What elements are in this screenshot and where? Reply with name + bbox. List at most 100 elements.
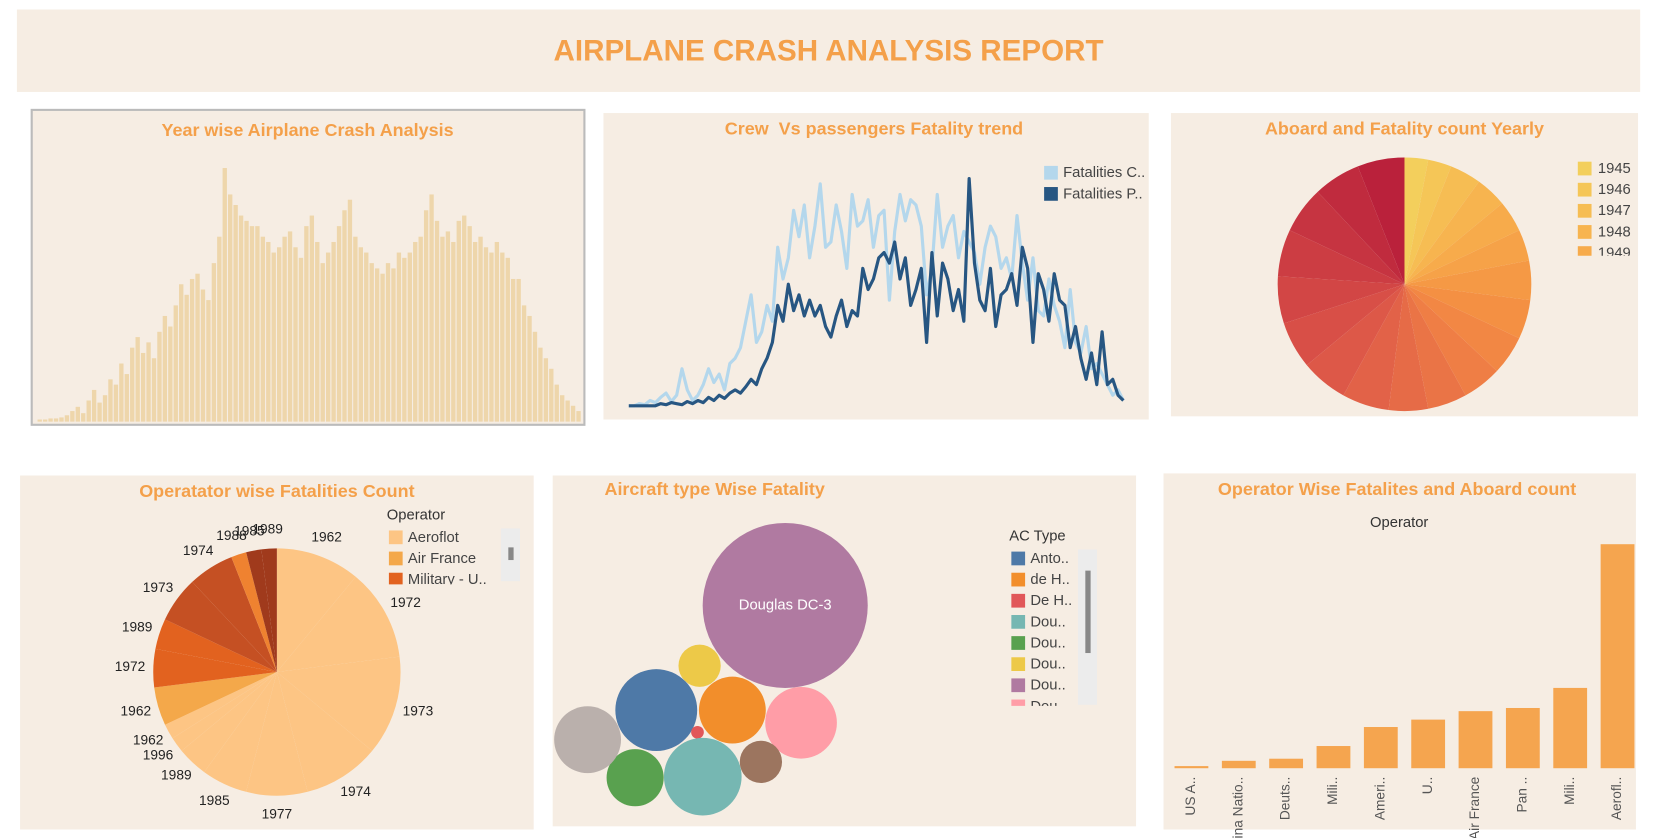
bar: [456, 220, 461, 422]
bar: [336, 226, 342, 422]
pie-slice: [1343, 284, 1405, 411]
bar: [500, 252, 505, 422]
bar: [516, 278, 521, 422]
pie-slice: [1277, 276, 1405, 324]
bar: [217, 236, 222, 422]
legend-label: 1947: [1598, 203, 1631, 219]
x-tick-label: Deuts..: [1278, 777, 1293, 820]
pie-slice: [1404, 284, 1497, 396]
legend-label: Anto..: [1030, 551, 1069, 567]
pie-slice: [1404, 157, 1429, 285]
bar: [483, 247, 489, 422]
legend-swatch: [1577, 182, 1592, 197]
pie-slice: [1306, 284, 1405, 396]
legend-swatch: [388, 572, 403, 585]
bubble: [678, 644, 721, 687]
slice-label: 1973: [403, 703, 434, 718]
slice-label: 1974: [183, 543, 214, 558]
pie-slice: [192, 557, 277, 673]
slice-label: 1972: [115, 659, 146, 674]
bar: [325, 252, 331, 422]
bar: [287, 231, 293, 422]
x-tick-label: Air France: [1467, 776, 1482, 838]
bar: [179, 284, 184, 422]
bar: [570, 405, 576, 422]
x-tick-label: Ameri..: [1372, 777, 1387, 820]
bar: [293, 247, 298, 422]
bar: [565, 400, 570, 422]
x-tick-label: China Natio..: [1230, 777, 1245, 838]
bar: [233, 204, 238, 422]
pie-slice: [204, 672, 277, 792]
slice-label: 1985: [234, 524, 265, 539]
bar: [271, 252, 276, 422]
bar: [478, 236, 483, 422]
x-tick-label: Mili..: [1325, 777, 1340, 805]
legend-label: Fatalities C..: [1063, 165, 1145, 181]
legend-swatch: [1011, 678, 1026, 693]
bar: [282, 236, 287, 422]
pie-slice: [1404, 284, 1520, 372]
bar: [429, 194, 434, 422]
legend-label: Military - U..: [408, 572, 487, 588]
bar: [380, 273, 385, 422]
slice-label: 1989: [161, 768, 192, 783]
legend-title: AC Type: [1009, 529, 1065, 545]
bar: [418, 236, 423, 422]
bar: [423, 210, 429, 422]
bar: [1505, 707, 1540, 769]
bar: [1363, 727, 1398, 769]
bar: [222, 168, 227, 422]
pie-slice: [1404, 166, 1480, 285]
bar: [42, 419, 48, 422]
bar: [1600, 544, 1635, 769]
legend-label: Dou..: [1030, 678, 1065, 694]
bar: [91, 389, 97, 422]
legend: 1945 1946 1947 1948 1949: [1577, 161, 1631, 262]
bar: [228, 194, 233, 422]
bar: [434, 220, 440, 422]
bar: [532, 331, 538, 422]
bar: [1553, 687, 1588, 769]
bar: [298, 257, 304, 422]
legend-label: Aeroflot: [408, 530, 459, 546]
legend-label: 1946: [1598, 182, 1631, 198]
legend-label: Dou..: [1030, 657, 1065, 673]
x-tick-label: Aerofl..: [1609, 777, 1624, 820]
bar: [48, 418, 53, 422]
legend-swatch: [1011, 572, 1026, 587]
bar: [342, 210, 347, 422]
legend-swatch: [1011, 593, 1026, 608]
legend-label: 1949: [1598, 246, 1631, 262]
legend-label: de H..: [1030, 572, 1069, 588]
bubble: [691, 725, 704, 739]
bar: [1316, 746, 1351, 769]
bar: [113, 384, 119, 422]
bubble-label: Douglas DC-3: [739, 597, 832, 613]
bar: [304, 226, 309, 422]
bar: [1411, 719, 1446, 769]
bar: [266, 241, 271, 422]
bar: [119, 363, 124, 422]
pie-slice: [172, 672, 277, 751]
bar: [374, 268, 380, 422]
legend-swatch: [1577, 225, 1592, 239]
bar: [249, 226, 255, 422]
legend-swatch: [1011, 636, 1026, 650]
legend-swatch: [1577, 161, 1592, 176]
pie-slice: [165, 581, 277, 673]
bar: [538, 347, 543, 422]
legend-label: Dou..: [1030, 635, 1065, 651]
bar: [527, 315, 532, 422]
pie-slice: [246, 549, 277, 673]
scrollbar-thumb[interactable]: [508, 547, 514, 561]
bar: [75, 406, 80, 422]
pie-slice: [1404, 284, 1466, 409]
slice-label: 1985: [199, 793, 230, 808]
bar: [195, 273, 200, 422]
scrollbar-thumb[interactable]: [1085, 570, 1091, 654]
bar: [560, 395, 565, 422]
slice-label: 1973: [143, 580, 174, 595]
legend-swatch: [1011, 614, 1026, 629]
